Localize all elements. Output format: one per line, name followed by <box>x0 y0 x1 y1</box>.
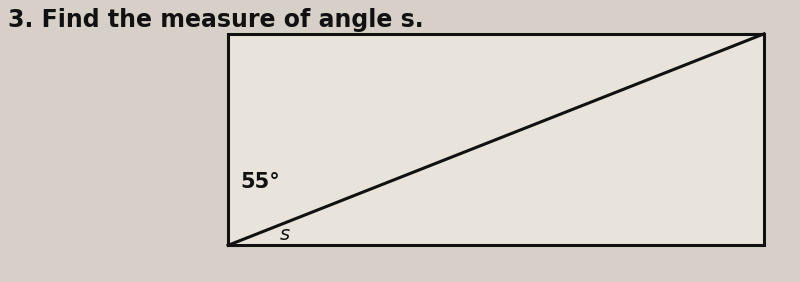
Bar <box>228 34 764 245</box>
Text: s: s <box>280 224 290 244</box>
Text: 55°: 55° <box>240 172 280 192</box>
Text: 3. Find the measure of angle s.: 3. Find the measure of angle s. <box>8 8 424 32</box>
